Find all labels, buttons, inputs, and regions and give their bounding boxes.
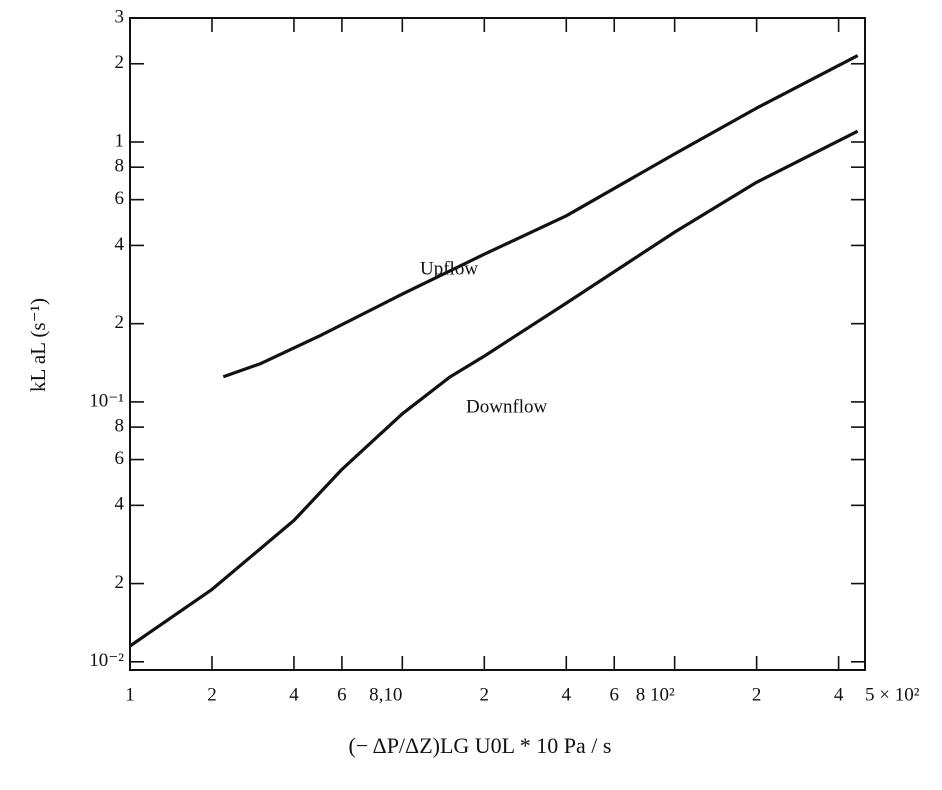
plot-frame [129,17,866,671]
y-tick-label: 10⁻² [89,650,124,671]
x-tick-label: 2 [207,684,217,705]
x-tick-label: 6 [609,684,619,705]
x-tick-label: 4 [289,684,299,705]
x-tick-label: 8,10 [369,684,402,705]
y-tick-label: 2 [115,52,125,73]
x-tick-label: 1 [125,684,135,705]
x-tick-label: 4 [834,684,844,705]
y-axis-label: kL aL (s⁻¹) [26,298,50,392]
y-tick-label: 2 [115,312,125,333]
y-tick-label: 6 [115,188,125,209]
y-tick-label: 6 [115,448,125,469]
x-tick-label: 5 × 10² [865,684,920,705]
curve [222,54,859,379]
x-tick-label: 2 [752,684,762,705]
y-tick-label: 4 [115,234,125,255]
x-tick-label: 2 [480,684,490,705]
x-tick-label: 4 [562,684,572,705]
x-axis-label: (− ΔP/ΔZ)LG U0L * 10 Pa / s [349,733,612,758]
y-tick-label: 10⁻¹ [89,390,124,411]
y-tick-label: 3 [115,6,125,27]
x-tick-label: 6 [337,684,347,705]
y-tick-label: 2 [115,572,125,593]
annotation: Downflow [466,396,548,417]
y-tick-label: 8 [115,156,125,177]
y-tick-label: 8 [115,415,125,436]
x-tick-label: 8 10² [636,684,675,705]
y-tick-label: 1 [115,130,125,151]
curve [129,129,859,648]
y-tick-label: 4 [115,494,125,515]
